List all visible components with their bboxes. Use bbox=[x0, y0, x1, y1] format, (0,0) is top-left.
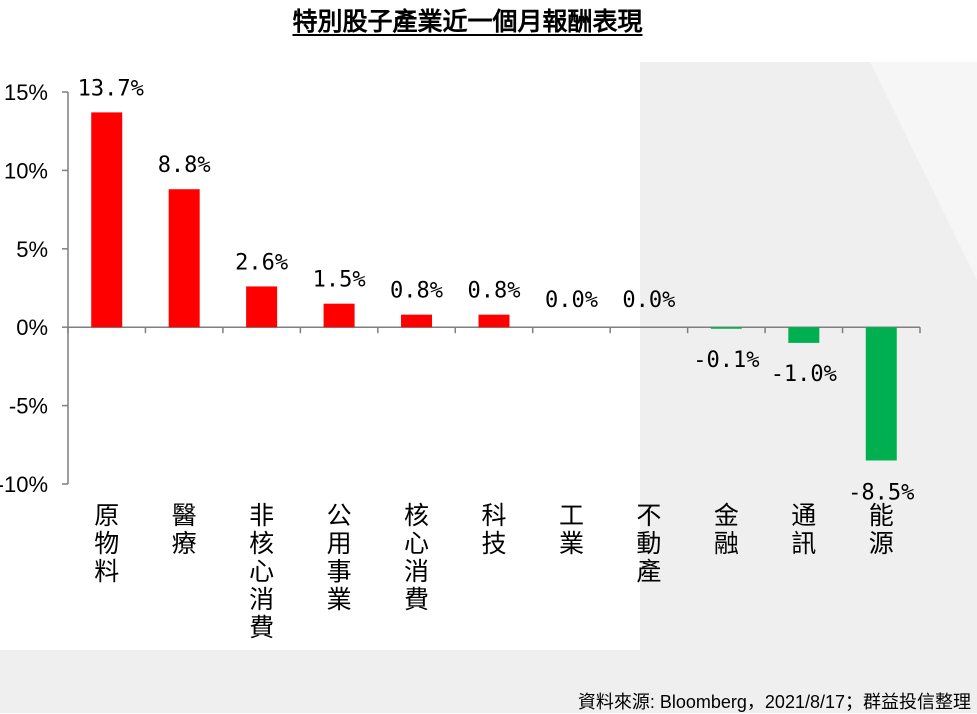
category-label: 工業 bbox=[559, 501, 584, 558]
chart-title: 特別股子產業近一個月報酬表現 bbox=[292, 7, 643, 36]
data-label: -1.0% bbox=[771, 362, 837, 387]
bar bbox=[401, 314, 433, 328]
data-label: 2.6% bbox=[235, 250, 288, 275]
category-label: 醫療 bbox=[172, 501, 197, 558]
data-label: 8.8% bbox=[158, 153, 211, 178]
category-label: 公用事業 bbox=[327, 501, 352, 614]
bar bbox=[323, 303, 355, 328]
data-label: 0.8% bbox=[468, 279, 521, 304]
y-tick-label: -10% bbox=[0, 472, 48, 497]
bar bbox=[91, 112, 123, 328]
category-label: 科技 bbox=[481, 501, 506, 558]
bar bbox=[478, 314, 510, 328]
y-tick-label: 10% bbox=[4, 158, 48, 183]
y-tick-label: 15% bbox=[4, 80, 48, 105]
bar bbox=[865, 327, 897, 461]
y-tick-label: 0% bbox=[16, 315, 48, 340]
source-note: 資料來源: Bloomberg，2021/8/17；群益投信整理 bbox=[577, 692, 971, 712]
bar bbox=[246, 286, 278, 328]
y-tick-label: 5% bbox=[16, 237, 48, 262]
category-label: 原物料 bbox=[94, 501, 119, 586]
category-label: 通訊 bbox=[791, 501, 816, 558]
y-tick-label: -5% bbox=[9, 394, 48, 419]
data-label: -0.1% bbox=[693, 348, 759, 373]
data-label: -8.5% bbox=[848, 480, 914, 505]
bar bbox=[168, 189, 200, 328]
data-label: 13.7% bbox=[78, 76, 144, 101]
data-label: 1.5% bbox=[313, 268, 366, 293]
bar bbox=[788, 327, 820, 343]
category-label: 不動產 bbox=[636, 501, 661, 586]
category-label: 非核心消費 bbox=[249, 501, 274, 642]
data-label: 0.0% bbox=[545, 288, 598, 313]
data-label: 0.0% bbox=[622, 288, 675, 313]
data-label: 0.8% bbox=[390, 279, 443, 304]
bar bbox=[710, 327, 742, 329]
category-label: 核心消費 bbox=[404, 501, 429, 614]
category-label: 能源 bbox=[869, 501, 894, 558]
category-label: 金融 bbox=[714, 501, 739, 558]
